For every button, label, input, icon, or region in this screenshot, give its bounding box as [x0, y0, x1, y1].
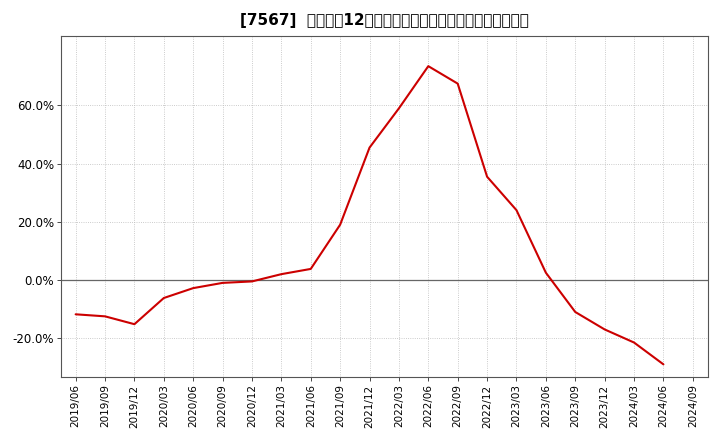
Title: [7567]  売上高の12か月移動合計の対前年同期増減率の推移: [7567] 売上高の12か月移動合計の対前年同期増減率の推移: [240, 12, 528, 27]
